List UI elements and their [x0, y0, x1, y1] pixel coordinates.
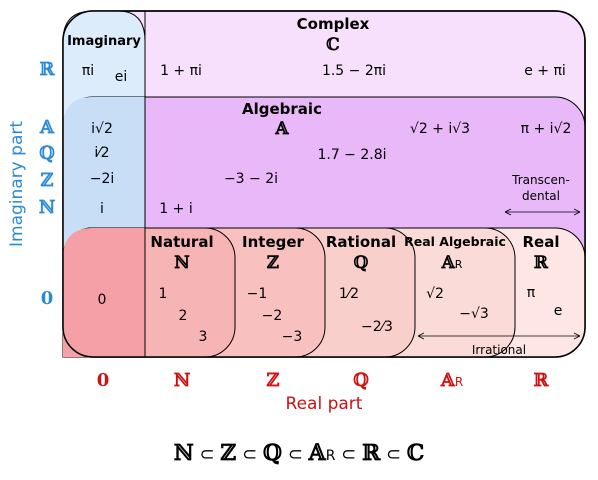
complex-title: Complex	[297, 15, 370, 33]
example-real-algebraic: −√3	[459, 306, 489, 322]
transcendental-label: Transcen-dental	[511, 173, 570, 203]
example-transcendental: π + i√2	[521, 121, 572, 137]
y-axis-symbol: ℕ	[39, 197, 56, 218]
example-imaginary-algebraic: i√2	[91, 121, 113, 137]
example-imaginary-real: πi	[82, 63, 94, 79]
y-axis-symbol: 0	[41, 288, 54, 309]
x-axis-symbol: ℝ	[534, 370, 550, 391]
example-complex: e + πi	[524, 63, 566, 79]
x-axis-symbols: 0 ℕ ℤ ℚ 𝔸R ℝ	[97, 370, 550, 391]
example-complex: 1.5 − 2πi	[322, 63, 386, 79]
y-axis-symbol: ℚ	[39, 143, 55, 164]
subset-chain: ℕ ⊂ ℤ ⊂ ℚ ⊂ 𝔸R ⊂ ℝ ⊂ ℂ	[174, 440, 425, 466]
x-axis-symbol: ℚ	[353, 370, 369, 391]
example-imaginary-algebraic: i⁄2	[94, 145, 109, 161]
x-axis-symbol: ℕ	[174, 370, 191, 391]
integer-title: Integer	[242, 233, 305, 251]
examples: πi ei 1 + πi 1.5 − 2πi e + πi i√2 i⁄2 −2i i √2 + …	[82, 63, 572, 345]
example-algebraic: 1 + i	[159, 201, 192, 217]
zero-region	[63, 228, 145, 357]
example-complex: 1 + πi	[160, 63, 202, 79]
real-algebraic-title: Real Algebraic	[404, 234, 506, 249]
algebraic-symbol: 𝔸	[274, 119, 289, 139]
example-integer: −2	[262, 308, 283, 324]
natural-title: Natural	[150, 233, 213, 251]
irrational-label: Irrational	[472, 343, 526, 357]
example-imaginary-algebraic: −2i	[90, 171, 115, 187]
example-algebraic: −3 − 2i	[224, 171, 278, 187]
example-real-algebraic: √2	[426, 286, 444, 302]
algebraic-title: Algebraic	[242, 100, 322, 118]
example-integer: −3	[282, 329, 303, 345]
example-zero: 0	[98, 292, 107, 308]
transcendental-arrow-heads	[504, 208, 581, 216]
example-imaginary-algebraic: i	[100, 201, 104, 217]
y-axis-symbol: 𝔸	[39, 117, 55, 138]
example-natural: 1	[159, 286, 168, 302]
rational-title: Rational	[326, 233, 396, 251]
y-axis-label: Imaginary part	[7, 121, 27, 247]
example-rational: −2⁄3	[361, 319, 393, 335]
x-axis-label: Real part	[286, 394, 363, 414]
rational-symbol: ℚ	[354, 253, 369, 273]
real-algebraic-symbol: 𝔸R	[441, 253, 463, 273]
example-algebraic: √2 + i√3	[410, 121, 470, 137]
natural-symbol: ℕ	[174, 253, 190, 273]
example-algebraic: 1.7 − 2.8i	[317, 147, 386, 163]
x-axis-symbol: ℤ	[266, 370, 279, 391]
x-axis-symbol: 𝔸R	[440, 370, 463, 391]
example-natural: 2	[179, 308, 188, 324]
example-natural: 3	[199, 329, 208, 345]
example-integer: −1	[247, 286, 268, 302]
irrational-arrow-heads	[417, 332, 581, 340]
y-axis-symbol: ℝ	[40, 59, 56, 80]
real-symbol: ℝ	[534, 253, 549, 273]
y-axis-symbol: ℤ	[40, 170, 53, 191]
real-title: Real	[523, 233, 560, 251]
complex-symbol: ℂ	[326, 35, 340, 55]
example-rational: 1⁄2	[339, 286, 359, 302]
integer-symbol: ℤ	[267, 253, 280, 273]
x-axis-symbol: 0	[97, 370, 110, 391]
complex-outline	[62, 10, 586, 358]
imaginary-title: Imaginary	[67, 34, 141, 49]
example-real: e	[554, 303, 563, 319]
example-real: π	[527, 285, 536, 301]
example-imaginary-real: ei	[115, 69, 128, 85]
